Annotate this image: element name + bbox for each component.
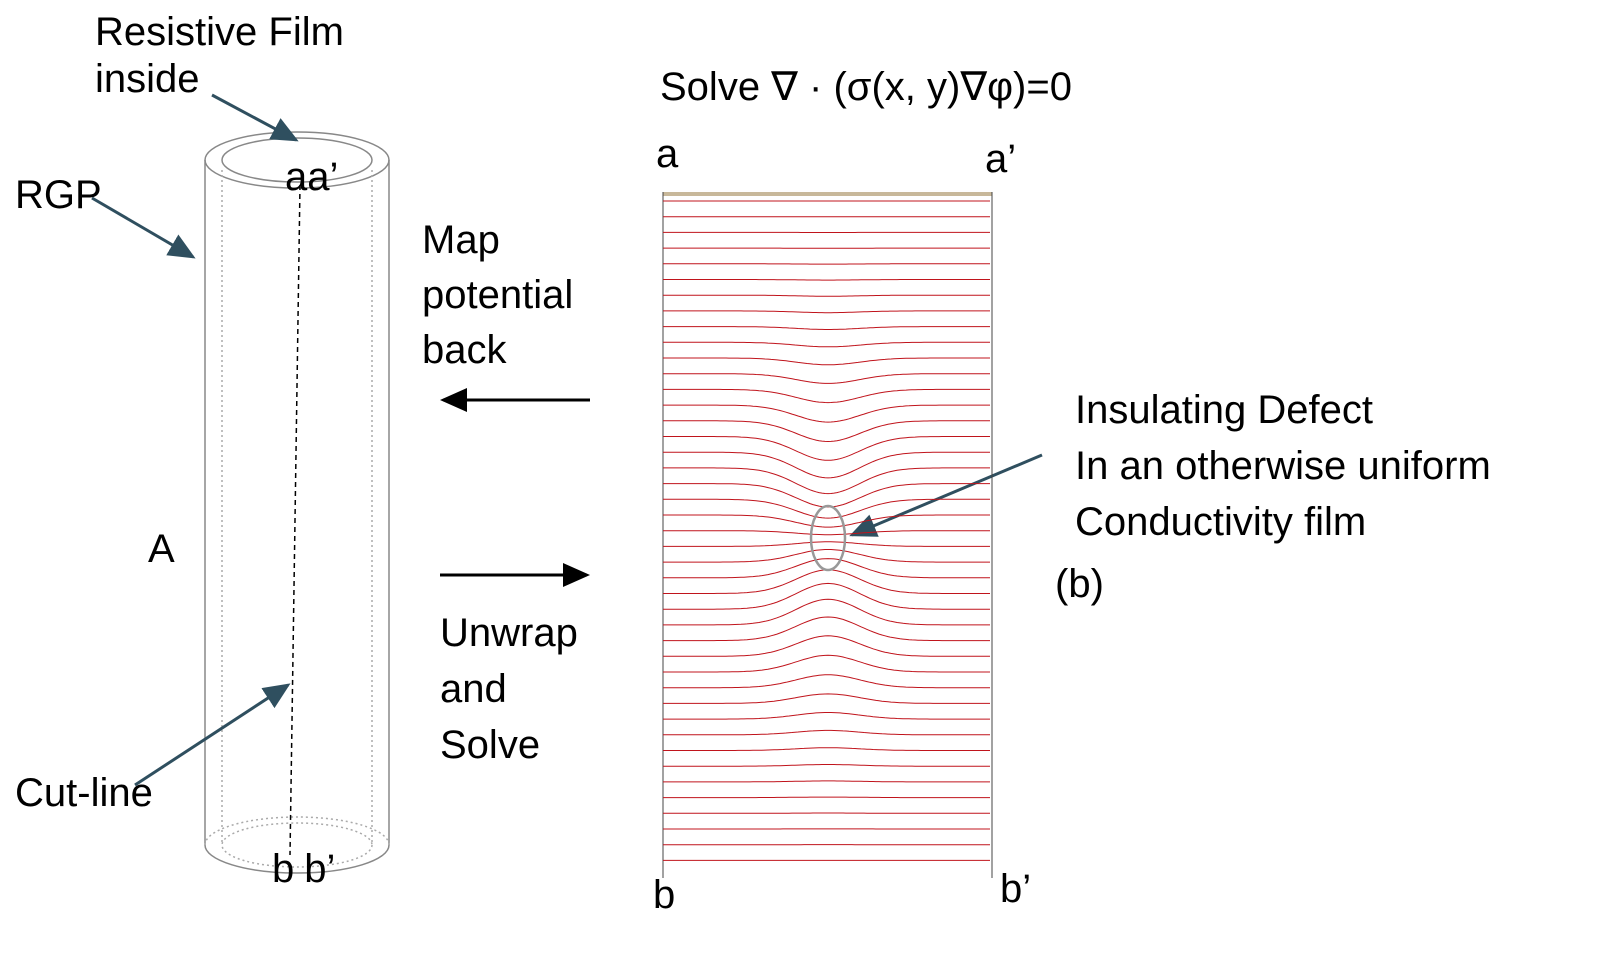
corner-label: b’ [1000, 867, 1031, 911]
corner-label: a’ [985, 137, 1016, 181]
equipotential-line [663, 675, 990, 688]
panel-label: (b) [1055, 562, 1104, 606]
equipotential-line [663, 342, 990, 347]
equipotential-line [663, 452, 990, 478]
equipotential-line [663, 655, 990, 672]
top-label: aa’ [285, 155, 338, 199]
equipotential-line [663, 542, 990, 547]
side-label: A [148, 527, 175, 571]
equation: Solve ∇ · (σ(x, y)∇φ)=0 [660, 65, 1072, 109]
rgp-label: RGP [15, 173, 102, 217]
equipotential-line [663, 295, 990, 296]
equipotential-line [663, 468, 990, 494]
equipotential-line [663, 358, 990, 365]
equipotential-line [663, 617, 990, 641]
pointer-arrows [92, 95, 1042, 785]
equipotential-line [663, 570, 990, 594]
equipotential-line [663, 280, 990, 281]
page: Resistive Filminside RGP A Cut-line aa’ … [0, 0, 1606, 961]
equipotential-line [663, 713, 990, 720]
equipotential-line [663, 781, 990, 782]
equipotential-line [663, 765, 990, 767]
equipotential-line [663, 559, 990, 578]
equipotential-line [663, 748, 990, 751]
step-arrows [440, 400, 590, 575]
equipotential-line [663, 583, 990, 609]
equipotential-line [663, 531, 990, 535]
corner-label: b [653, 873, 675, 917]
equipotential-line [663, 550, 990, 563]
equipotential-line [663, 389, 990, 402]
equipotential-line [663, 437, 990, 461]
equipotential-line [663, 636, 990, 657]
cylinder [205, 132, 389, 873]
cut-label: Cut-line [15, 771, 153, 815]
corner-label: a [656, 132, 679, 176]
equipotential-line [663, 405, 990, 422]
equipotential-line [663, 311, 990, 313]
solution-domain [663, 192, 992, 878]
equipotential-line [663, 374, 990, 384]
equipotential-line [663, 421, 990, 442]
equipotential-line [663, 730, 990, 734]
defect [811, 506, 845, 570]
equipotential-line [663, 797, 990, 798]
equipotential-line [663, 327, 990, 330]
equipotential-line [663, 515, 990, 527]
equipotential-line [663, 599, 990, 625]
diagram: Resistive Filminside RGP A Cut-line aa’ … [0, 0, 1606, 961]
equipotential-line [663, 694, 990, 704]
equipotential-line [663, 484, 990, 507]
